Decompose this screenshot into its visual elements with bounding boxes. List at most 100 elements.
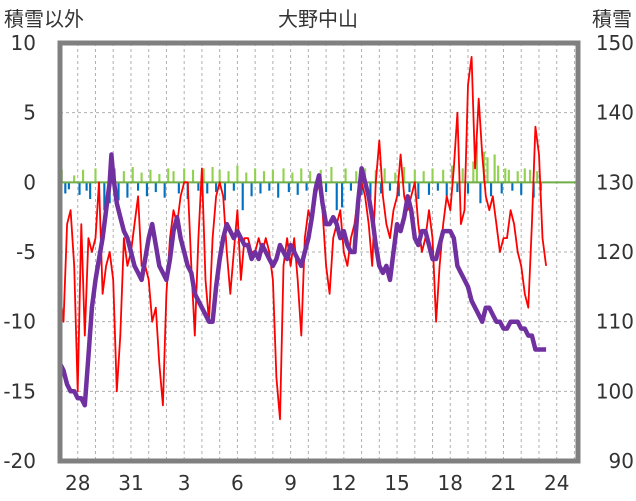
precip-bar-positive	[309, 171, 312, 183]
x-tick-label: 18	[438, 471, 463, 495]
precip-bar-positive	[355, 171, 358, 183]
precip-bar-positive	[431, 168, 434, 183]
precip-bar-negative	[78, 182, 81, 195]
precip-bar-negative	[268, 182, 271, 191]
precip-bar-negative	[241, 182, 244, 211]
precip-bar-negative	[445, 182, 448, 197]
x-tick-label: 12	[331, 471, 356, 495]
y-left-axis-label: 積雪以外	[4, 7, 84, 31]
y-right-tick-label: 140	[596, 101, 634, 125]
precip-bar-positive	[291, 172, 294, 183]
precip-bar-negative	[397, 182, 400, 197]
y-right-tick-label: 110	[596, 310, 634, 334]
precipitation-bars	[60, 141, 542, 211]
y-left-tick-label: 10	[11, 31, 36, 55]
x-tick-label: 31	[118, 471, 143, 495]
precip-bar-positive	[202, 168, 205, 183]
precip-bar-negative	[197, 182, 200, 191]
precip-bar-negative	[259, 182, 262, 194]
x-tick-labels: 28 31 3 6 9 12 15 18 21 24	[65, 471, 569, 495]
precip-bar-positive	[413, 169, 416, 183]
precip-bar-negative	[117, 182, 120, 201]
precip-bar-positive	[167, 168, 170, 183]
precip-bar-positive	[394, 172, 397, 183]
precip-bar-negative	[388, 182, 392, 191]
precip-bar-negative	[89, 182, 92, 200]
x-tick-label: 21	[491, 471, 516, 495]
precip-bar-positive	[211, 167, 214, 183]
precip-bar-negative	[287, 182, 290, 193]
precip-bar-positive	[486, 157, 489, 183]
precip-bar-negative	[456, 182, 459, 193]
y-left-tick-label: 0	[23, 170, 36, 194]
precip-bar-negative	[479, 182, 482, 204]
precip-bar-negative	[103, 182, 106, 211]
precip-bar-negative	[250, 182, 253, 197]
precip-bar-positive	[330, 167, 333, 183]
precip-bar-negative	[417, 182, 420, 200]
precip-bar-positive	[282, 168, 285, 183]
chart-title: 大野中山	[278, 7, 358, 31]
precip-bar-positive	[172, 171, 175, 183]
y-right-tick-labels: 150 140 130 120 110 100 90	[596, 31, 634, 473]
precip-bar-positive	[140, 172, 143, 183]
precip-bar-negative	[232, 182, 235, 191]
precip-bar-positive	[529, 169, 532, 183]
temperature-line	[59, 56, 547, 421]
precip-bar-negative	[349, 182, 352, 191]
x-tick-label: 24	[544, 471, 569, 495]
precip-bar-positive	[516, 171, 519, 183]
y-left-tick-label: -20	[3, 449, 36, 473]
x-tick-label: 28	[65, 471, 90, 495]
precip-bar-negative	[490, 182, 493, 197]
precip-bar-negative	[511, 182, 514, 191]
precip-bar-positive	[493, 154, 496, 183]
precip-bar-negative	[67, 182, 70, 190]
x-tick-label: 6	[231, 471, 244, 495]
precip-bar-negative	[136, 182, 140, 191]
precip-bar-positive	[442, 169, 445, 183]
precip-bar-negative	[177, 182, 180, 194]
precip-bar-positive	[245, 172, 248, 183]
y-right-tick-label: 150	[596, 31, 634, 55]
precip-bar-positive	[383, 168, 386, 183]
precip-bar-negative	[145, 182, 148, 197]
precip-bar-positive	[450, 165, 454, 183]
precip-bar-positive	[403, 167, 406, 183]
precip-bar-negative	[335, 182, 338, 211]
y-left-tick-labels: 10 5 0 -5 -10 -15 -20	[3, 31, 36, 473]
precip-bar-positive	[218, 169, 221, 183]
precip-bar-positive	[523, 168, 526, 183]
precip-bar-negative	[64, 182, 67, 194]
precip-bar-negative	[85, 182, 88, 191]
y-right-tick-label: 90	[609, 449, 634, 473]
y-right-tick-label: 130	[596, 170, 634, 194]
precip-bar-positive	[461, 168, 464, 183]
precip-bar-positive	[497, 165, 500, 183]
precip-bar-positive	[94, 168, 97, 183]
precip-bar-positive	[344, 168, 347, 183]
precip-bar-positive	[504, 168, 507, 183]
precip-bar-negative	[277, 182, 280, 198]
precip-bar-negative	[466, 182, 470, 194]
precip-bar-negative	[154, 182, 157, 193]
precip-bar-negative	[520, 182, 523, 195]
precip-bar-positive	[227, 171, 230, 183]
precip-bar-negative	[305, 182, 308, 191]
x-tick-label: 9	[284, 471, 297, 495]
x-gridlines	[59, 43, 575, 461]
precip-bar-negative	[340, 182, 344, 208]
precip-bar-negative	[163, 182, 166, 198]
y-right-axis-label: 積雪	[592, 7, 632, 31]
precip-bar-negative	[369, 182, 372, 198]
precip-bar-negative	[500, 182, 503, 194]
precip-bar-positive	[73, 175, 76, 183]
x-tick-label: 15	[384, 471, 409, 495]
precip-bar-positive	[472, 161, 475, 183]
precip-bar-negative	[126, 182, 129, 198]
y-right-tick-label: 120	[596, 240, 634, 264]
precip-bar-positive	[122, 171, 125, 183]
y-right-tick-label: 100	[596, 379, 634, 403]
precip-bar-positive	[149, 169, 152, 183]
